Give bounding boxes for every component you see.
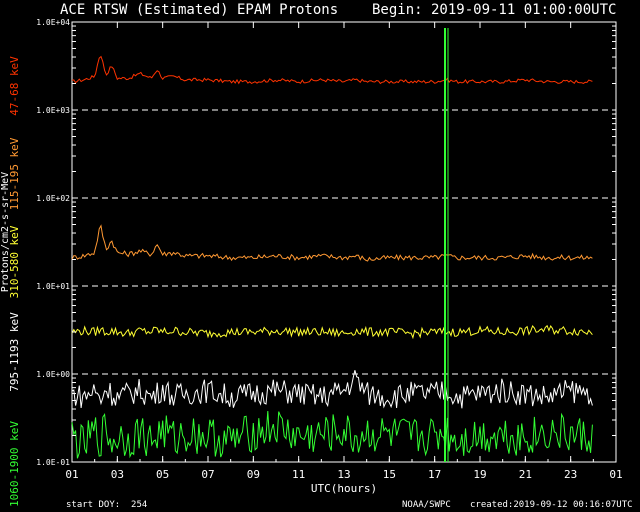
chart-title: ACE RTSW (Estimated) EPAM Protons [60, 2, 339, 18]
series-layer [71, 28, 593, 462]
y-axis-label: Protons/cm2-s-sr-MeV [0, 172, 11, 292]
x-tick-label: 21 [519, 468, 532, 481]
series-legend-label: 1060-1900 keV [8, 421, 21, 507]
label-layer: UTC(hours) 47-68 keV 115-195 keV 310-580 ke… [0, 56, 377, 507]
tick-layer: 1.0E-01 1.0E+00 1.0E+01 1.0E+02 1.0E+03 1.0E+… [36, 18, 622, 481]
series-legend-label: 795-1193 keV [8, 312, 21, 392]
x-tick-label: 15 [383, 468, 396, 481]
y-tick-label: 1.0E+00 [36, 370, 70, 379]
series-legend-label: 115-195 keV [8, 137, 21, 210]
x-tick-label: 09 [247, 468, 260, 481]
x-tick-label: 05 [156, 468, 169, 481]
x-tick-label: 01 [609, 468, 622, 481]
x-axis-label: UTC(hours) [311, 482, 377, 495]
y-tick-label: 1.0E+04 [36, 18, 70, 27]
series-line [71, 55, 593, 85]
series-line [71, 324, 593, 340]
x-tick-label: 13 [337, 468, 350, 481]
series-legend-label: 47-68 keV [8, 56, 21, 116]
begin-time: Begin: 2019-09-11 01:00:00UTC [372, 2, 617, 18]
x-tick-label: 17 [428, 468, 441, 481]
y-tick-label: 1.0E+01 [36, 282, 70, 291]
x-tick-label: 23 [564, 468, 577, 481]
x-tick-label: 07 [201, 468, 214, 481]
series-line [71, 370, 593, 409]
y-tick-label: 1.0E+03 [36, 106, 70, 115]
y-tick-label: 1.0E-01 [36, 458, 70, 467]
start-doy: start DOY: 254 [66, 500, 148, 510]
series-legend-label: 310-580 keV [8, 225, 21, 298]
x-tick-label: 19 [473, 468, 486, 481]
credit: NOAA/SWPC [402, 500, 451, 510]
x-tick-label: 11 [292, 468, 305, 481]
grid-layer [72, 109, 616, 375]
x-tick-label: 01 [65, 468, 78, 481]
x-tick-label: 03 [111, 468, 124, 481]
series-line [71, 410, 593, 459]
created-time: created:2019-09-12 00:16:07UTC [470, 500, 633, 510]
series-line [71, 224, 593, 262]
y-tick-label: 1.0E+02 [36, 194, 70, 203]
